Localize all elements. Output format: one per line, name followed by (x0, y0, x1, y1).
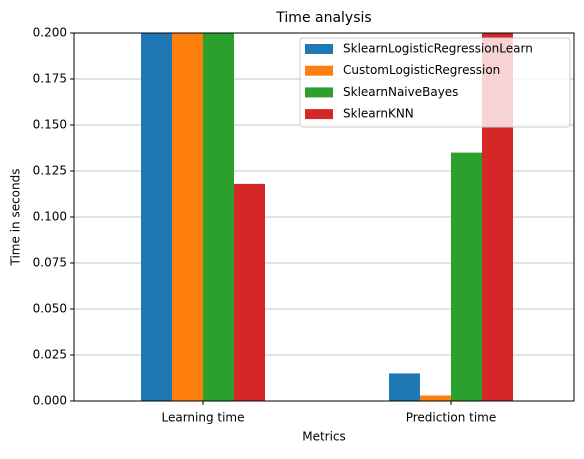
legend-swatch (305, 109, 333, 120)
x-tick-label: Learning time (161, 411, 244, 425)
legend-label: SklearnNaiveBayes (343, 85, 458, 99)
bar (172, 33, 203, 401)
bar (451, 152, 482, 401)
legend-label: SklearnLogisticRegressionLearn (343, 42, 533, 56)
legend: SklearnLogisticRegressionLearn CustomLogi… (299, 37, 571, 128)
legend-swatch (305, 65, 333, 76)
legend-label: SklearnKNN (343, 107, 414, 121)
y-tick-label: 0.025 (33, 348, 67, 362)
bar (389, 373, 420, 401)
y-tick-label: 0.200 (33, 26, 67, 40)
y-axis-label: Time in seconds (9, 169, 23, 267)
y-tick-label: 0.150 (33, 118, 67, 132)
bar (420, 395, 451, 401)
y-tick-label: 0.000 (33, 394, 67, 408)
ticks: 0.000 0.025 0.050 0.075 0.100 0.125 0.150 0.175… (33, 26, 497, 425)
bar (141, 33, 172, 401)
legend-swatch (305, 44, 333, 54)
chart-title: Time analysis (275, 10, 371, 26)
legend-swatch (305, 87, 333, 98)
x-tick-label: Prediction time (406, 411, 497, 425)
legend-label: CustomLogisticRegression (343, 63, 500, 77)
y-tick-label: 0.075 (33, 256, 67, 270)
bar (234, 183, 265, 401)
y-tick-label: 0.175 (33, 72, 67, 86)
legend-box (299, 37, 571, 128)
y-tick-label: 0.050 (33, 302, 67, 316)
y-tick-label: 0.125 (33, 164, 67, 178)
bar (203, 33, 234, 401)
x-axis-label: Metrics (302, 430, 346, 444)
y-tick-label: 0.100 (33, 210, 67, 224)
